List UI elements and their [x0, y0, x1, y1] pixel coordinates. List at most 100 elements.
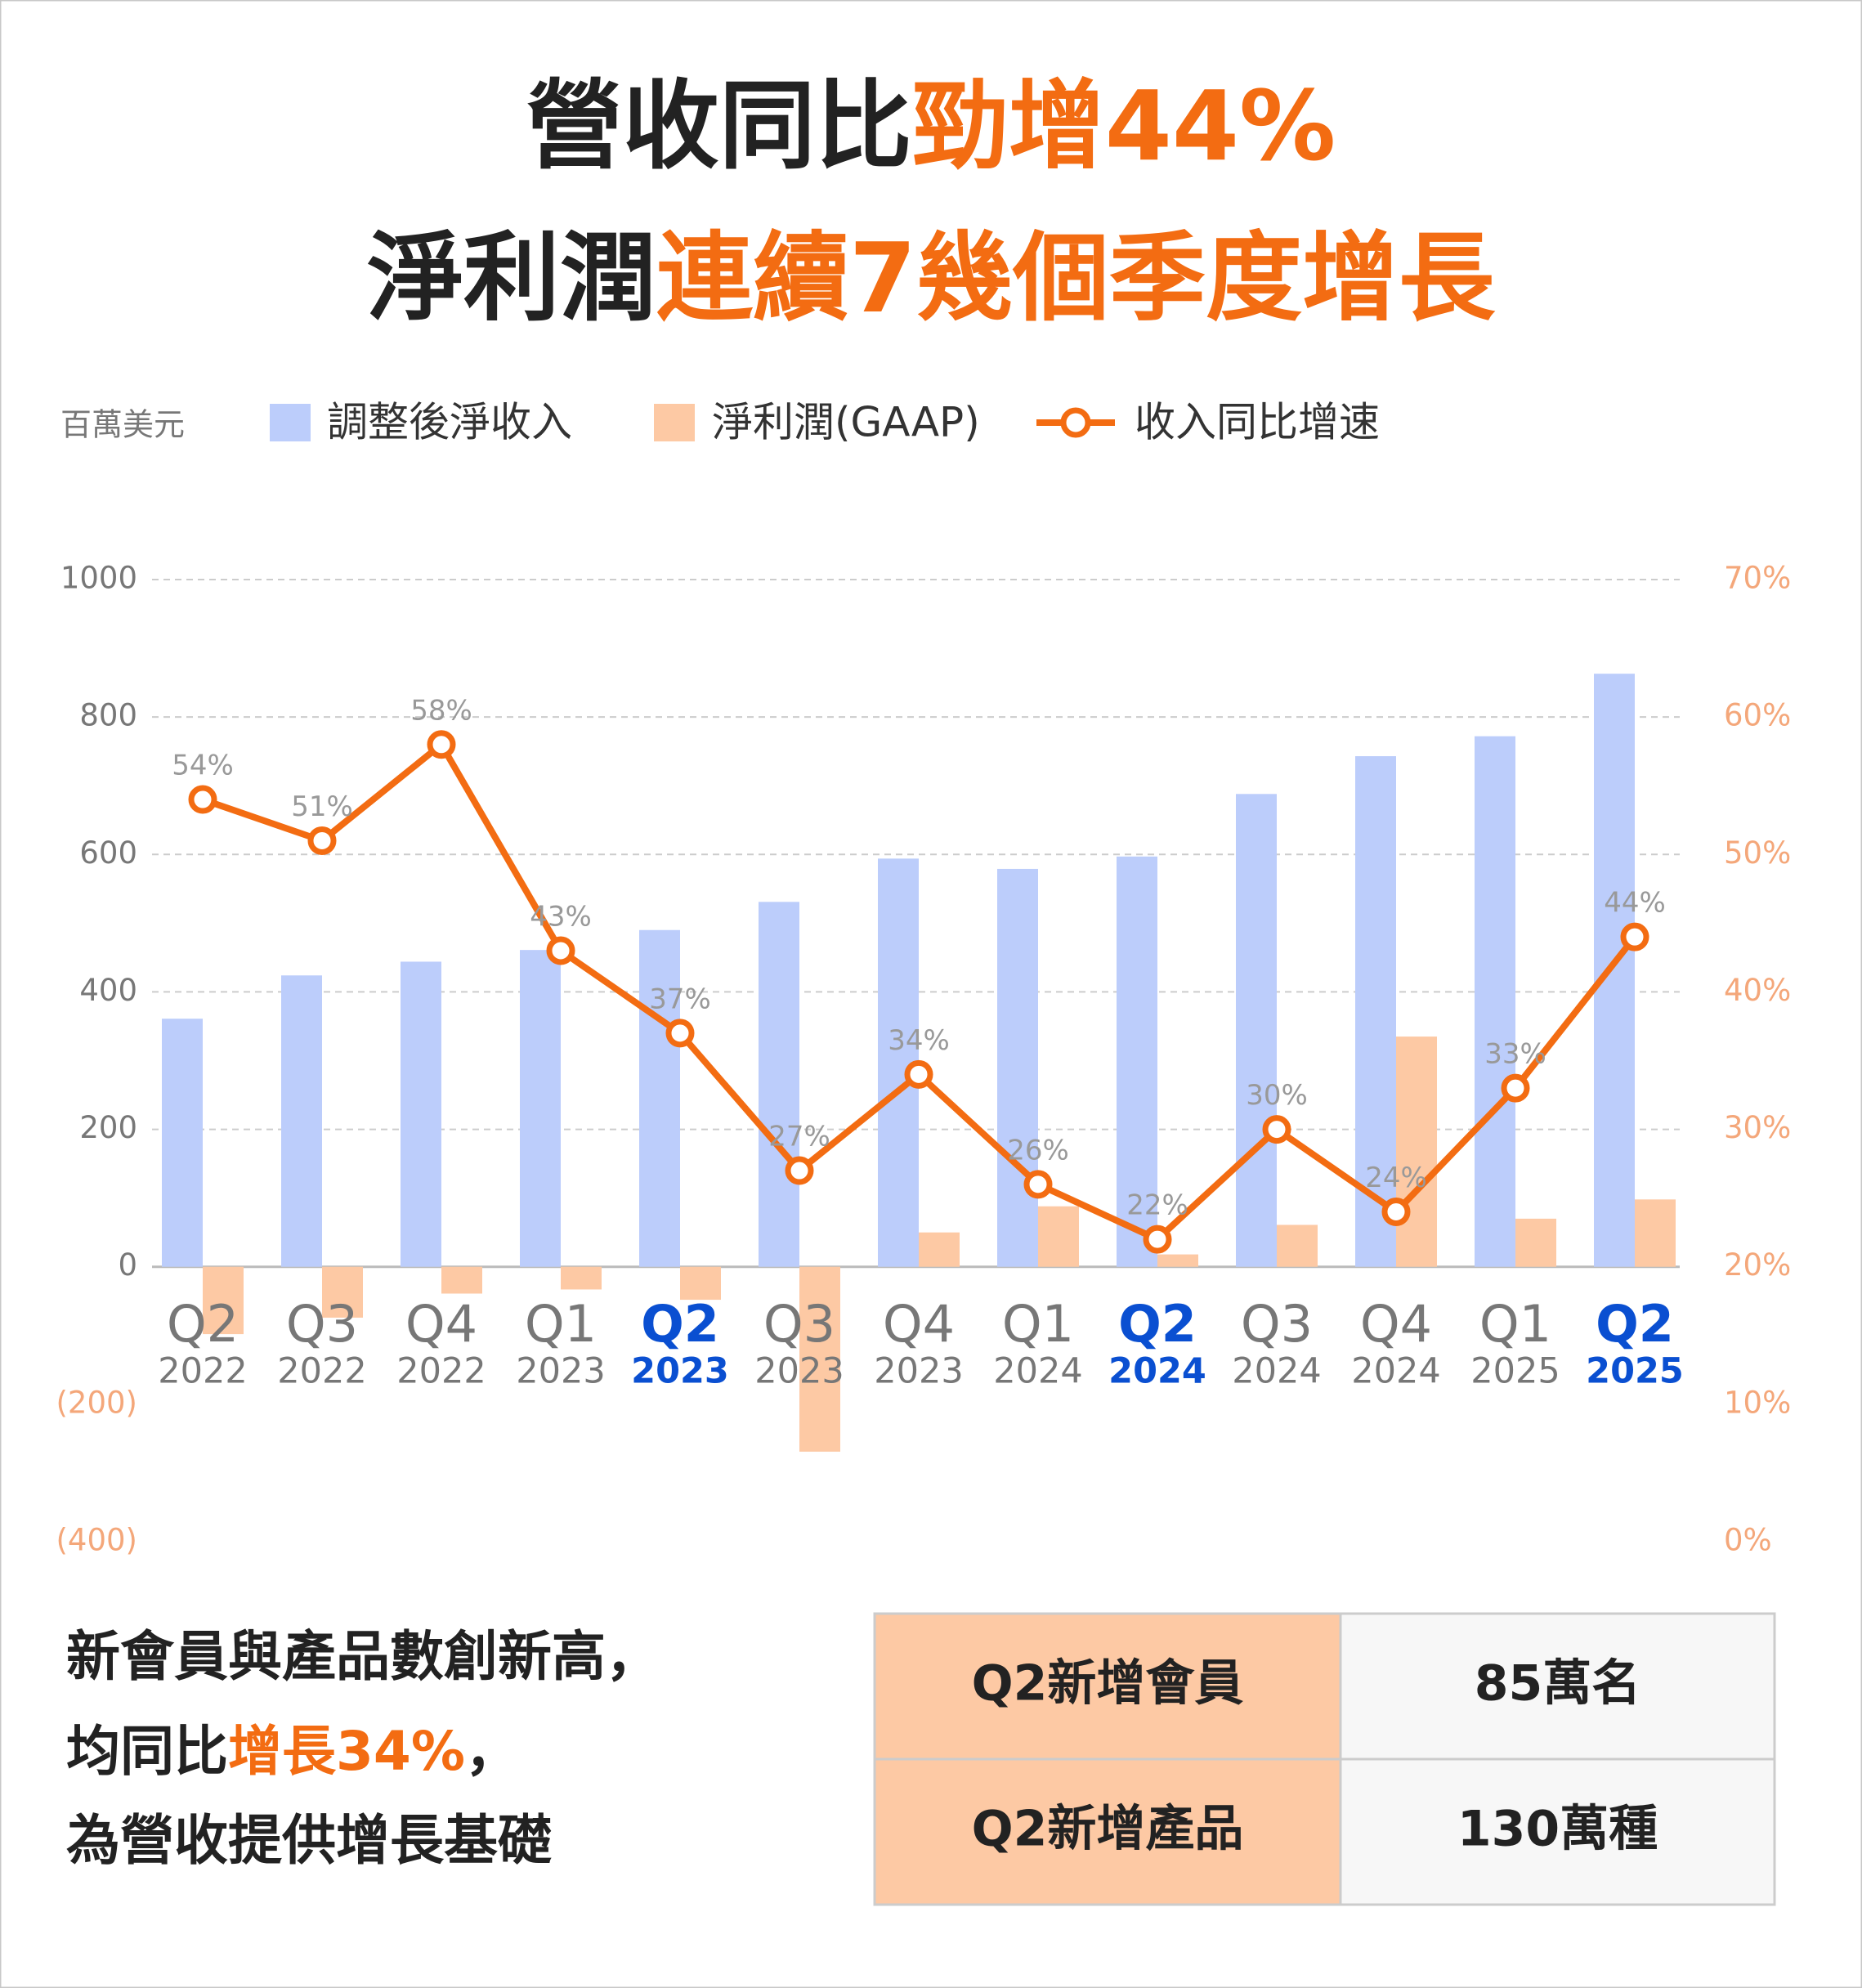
- bar: [561, 1266, 602, 1290]
- title-part: 連續7幾個季度增長: [656, 222, 1496, 334]
- summary-part: ，: [465, 1720, 519, 1783]
- data-label: 34%: [888, 1024, 950, 1057]
- growth-marker: [1381, 1197, 1411, 1226]
- growth-marker: [1620, 922, 1649, 951]
- x-tick-year: 2022: [158, 1351, 247, 1392]
- data-label: 27%: [768, 1121, 830, 1153]
- bar: [799, 1266, 840, 1452]
- summary-part: 均同比: [66, 1720, 228, 1783]
- summary-part: 為營收提供增長基礎: [66, 1809, 552, 1872]
- x-tick-year: 2024: [1108, 1351, 1206, 1392]
- table-value: 130萬種: [1457, 1801, 1658, 1858]
- legend-label: 收入同比增速: [1135, 399, 1380, 446]
- growth-marker: [1023, 1170, 1053, 1199]
- bar: [401, 961, 441, 1267]
- unit-label: 百萬美元: [60, 407, 185, 443]
- x-tick-year: 2024: [1232, 1351, 1321, 1392]
- data-label: 22%: [1126, 1189, 1188, 1222]
- growth-marker: [665, 1019, 695, 1048]
- summary-line: 為營收提供增長基礎: [66, 1809, 552, 1872]
- x-tick-quarter: Q2: [641, 1294, 719, 1354]
- bar: [680, 1266, 721, 1301]
- y2-tick-label: 10%: [1724, 1385, 1791, 1420]
- bar: [1236, 794, 1277, 1267]
- x-tick-quarter: Q2: [1596, 1294, 1674, 1354]
- bar: [1355, 756, 1396, 1267]
- bar: [1396, 1037, 1437, 1267]
- title-part: 勁增44%: [912, 69, 1336, 182]
- legend-swatch: [270, 404, 311, 441]
- x-tick-year: 2023: [516, 1351, 605, 1392]
- legend-label: 淨利潤(GAAP): [712, 399, 980, 446]
- bar: [281, 975, 322, 1267]
- bar: [1038, 1206, 1079, 1267]
- growth-marker: [188, 785, 217, 814]
- summary-part: 新會員與產品數創新高，: [66, 1625, 660, 1688]
- data-label: 58%: [410, 694, 472, 727]
- bar: [1635, 1199, 1676, 1267]
- x-tick-year: 2024: [1351, 1351, 1440, 1392]
- bar: [162, 1019, 203, 1267]
- bar: [322, 1266, 363, 1318]
- bar: [1277, 1225, 1318, 1267]
- x-tick-quarter: Q2: [167, 1294, 239, 1354]
- x-tick-quarter: Q3: [763, 1294, 835, 1354]
- x-tick-year: 2022: [277, 1351, 366, 1392]
- x-tick-quarter: Q2: [1118, 1294, 1197, 1354]
- x-tick-quarter: Q4: [405, 1294, 477, 1354]
- table-value: 85萬名: [1475, 1655, 1641, 1713]
- bar: [1157, 1254, 1198, 1267]
- bar: [1475, 736, 1515, 1267]
- data-label: 51%: [291, 790, 353, 823]
- x-tick-year: 2025: [1470, 1351, 1560, 1392]
- growth-marker: [1262, 1115, 1291, 1144]
- bar: [919, 1232, 960, 1267]
- summary-line: 新會員與產品數創新高，: [66, 1625, 660, 1688]
- data-label: 33%: [1484, 1038, 1546, 1071]
- y2-tick-label: 70%: [1724, 561, 1791, 596]
- bar: [1117, 856, 1157, 1267]
- table-value-cell: [1341, 1614, 1775, 1759]
- chart-title: 營收同比勁增44%: [526, 69, 1336, 182]
- growth-marker: [785, 1156, 814, 1185]
- bar: [759, 902, 799, 1267]
- bar: [203, 1266, 244, 1335]
- bar: [1515, 1218, 1556, 1267]
- bar: [520, 950, 561, 1267]
- x-tick-quarter: Q3: [1241, 1294, 1313, 1354]
- y2-tick-label: 40%: [1724, 973, 1791, 1008]
- table-header-cell: [875, 1759, 1341, 1905]
- x-tick-year: 2022: [396, 1351, 486, 1392]
- x-tick-quarter: Q4: [1360, 1294, 1432, 1354]
- title-part: 淨利潤: [367, 222, 656, 334]
- data-label: 30%: [1246, 1079, 1308, 1112]
- y-tick-label: 200: [79, 1110, 137, 1145]
- x-tick-quarter: Q1: [525, 1294, 597, 1354]
- data-label: 54%: [172, 750, 234, 782]
- chart-title: 淨利潤連續7幾個季度增長: [367, 222, 1496, 334]
- y-tick-label: 800: [79, 698, 137, 733]
- x-tick-year: 2024: [993, 1351, 1082, 1392]
- legend-marker: [1060, 407, 1091, 438]
- y-tick-label: 600: [79, 835, 137, 871]
- data-label: 43%: [530, 900, 592, 933]
- data-label: 37%: [649, 983, 711, 1015]
- x-tick-year: 2023: [874, 1351, 963, 1392]
- x-tick-quarter: Q1: [1479, 1294, 1551, 1354]
- growth-marker: [307, 826, 337, 855]
- x-tick-quarter: Q1: [1002, 1294, 1074, 1354]
- bar: [997, 868, 1038, 1267]
- y-tick-label: 0: [118, 1247, 137, 1283]
- x-tick-quarter: Q3: [286, 1294, 358, 1354]
- y2-tick-label: 30%: [1724, 1110, 1791, 1145]
- x-tick-year: 2025: [1586, 1351, 1684, 1392]
- bar: [441, 1266, 482, 1294]
- growth-marker: [427, 730, 456, 759]
- x-tick-year: 2023: [754, 1351, 844, 1392]
- y-tick-label: (400): [56, 1523, 138, 1558]
- data-label: 44%: [1604, 887, 1666, 920]
- legend-swatch: [654, 404, 695, 441]
- growth-marker: [546, 936, 575, 965]
